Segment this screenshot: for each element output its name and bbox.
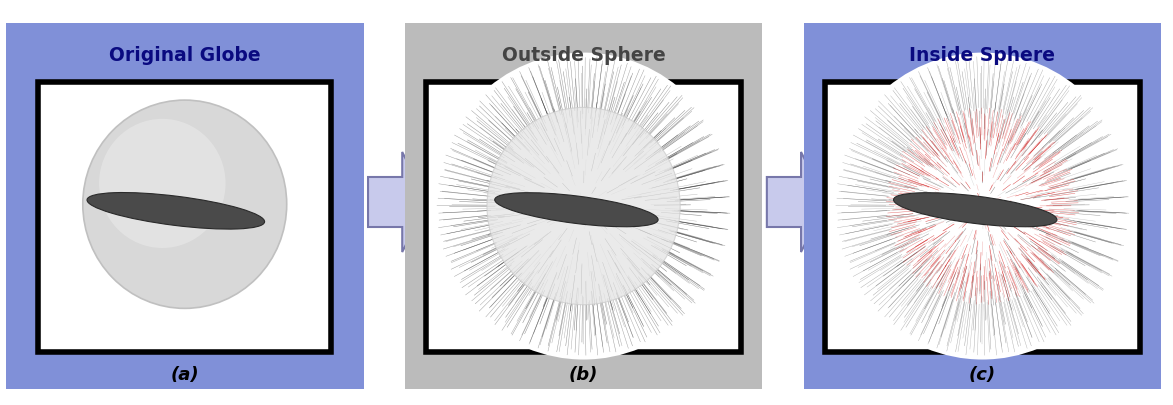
- Ellipse shape: [87, 193, 265, 230]
- Circle shape: [99, 119, 225, 248]
- FancyBboxPatch shape: [426, 83, 741, 352]
- Circle shape: [433, 53, 734, 360]
- Ellipse shape: [495, 193, 658, 227]
- Text: (b): (b): [569, 365, 598, 383]
- Text: (a): (a): [170, 365, 199, 383]
- Polygon shape: [368, 153, 427, 252]
- Text: Inside Sphere: Inside Sphere: [909, 46, 1056, 65]
- FancyBboxPatch shape: [825, 83, 1140, 352]
- Ellipse shape: [894, 193, 1057, 227]
- FancyBboxPatch shape: [38, 83, 332, 352]
- Text: Original Globe: Original Globe: [109, 46, 260, 65]
- Circle shape: [487, 108, 680, 305]
- Circle shape: [832, 53, 1133, 360]
- FancyBboxPatch shape: [0, 10, 381, 405]
- FancyBboxPatch shape: [387, 10, 780, 405]
- Circle shape: [83, 101, 286, 309]
- FancyBboxPatch shape: [786, 10, 1173, 405]
- Text: Outside Sphere: Outside Sphere: [502, 46, 665, 65]
- Text: (c): (c): [969, 365, 996, 383]
- Polygon shape: [767, 153, 826, 252]
